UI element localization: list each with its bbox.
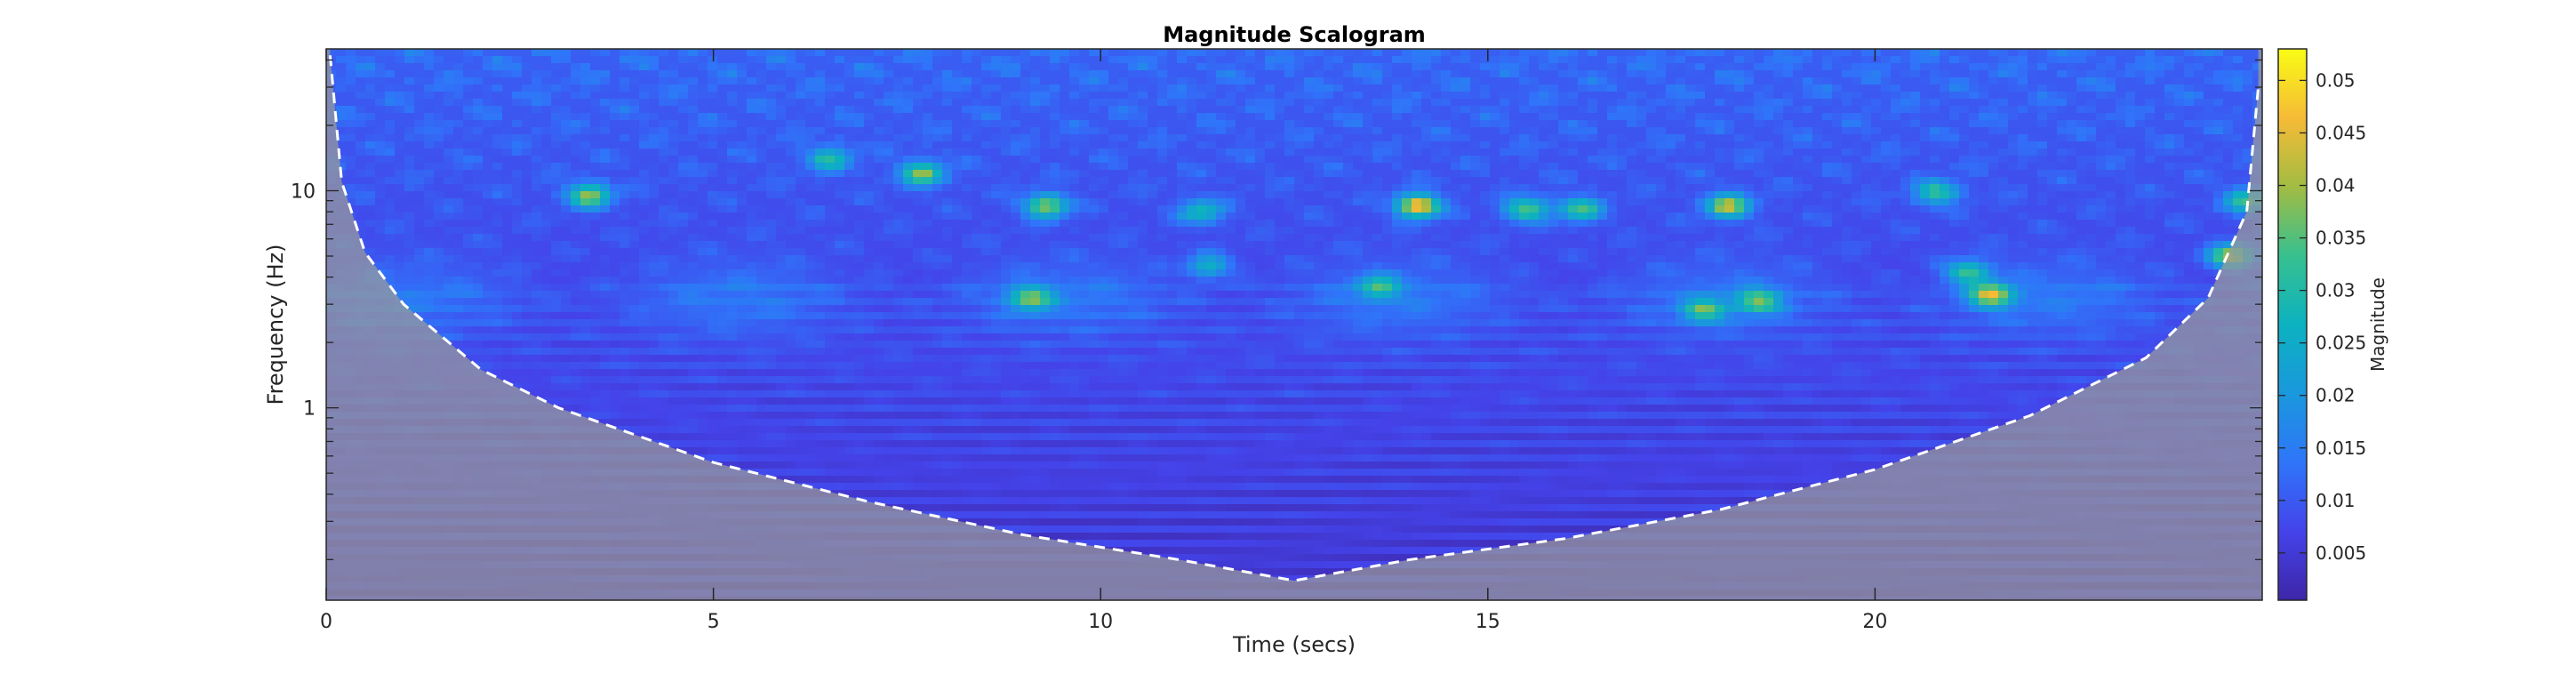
colorbar-tick-label: 0.025	[2316, 333, 2366, 354]
colorbar-tick-label: 0.035	[2316, 228, 2366, 249]
colorbar-tick-label: 0.01	[2316, 490, 2356, 511]
cone-of-influence-line	[328, 55, 2260, 582]
colorbar: 0.005 0.01 0.015 0.02 0.025 0.03 0.035 0.04 0.04…	[2277, 48, 2388, 601]
colorbar-tick-label: 0.045	[2316, 122, 2366, 143]
x-tick-label: 5	[708, 611, 720, 633]
x-tick-label: 10	[1088, 611, 1113, 633]
y-tick-label: 1	[303, 398, 316, 421]
colorbar-tick-label: 0.015	[2316, 437, 2366, 459]
x-axis-label: Time (secs)	[1232, 632, 1356, 657]
plot-frame	[325, 48, 2263, 601]
cone-of-influence-shade	[326, 49, 2262, 600]
y-axis: 1 10	[291, 59, 2262, 560]
colorbar-tick-label: 0.05	[2316, 69, 2356, 91]
x-tick-label: 20	[1862, 611, 1887, 633]
colorbar-gradient	[2277, 48, 2308, 601]
colorbar-label: Magnitude	[2367, 277, 2388, 372]
x-tick-label: 0	[320, 611, 332, 633]
colorbar-tick-label: 0.005	[2316, 542, 2366, 564]
colorbar-tick-label: 0.02	[2316, 385, 2356, 406]
colorbar-tick-label: 0.03	[2316, 280, 2356, 301]
y-tick-label: 10	[291, 181, 316, 203]
colorbar-tick-label: 0.04	[2316, 175, 2356, 197]
plot-area: 0 5 10 15 20 1 10	[291, 48, 2263, 633]
x-tick-label: 15	[1476, 611, 1500, 633]
y-axis-label: Frequency (Hz)	[263, 245, 288, 405]
x-axis: 0 5 10 15 20	[320, 49, 1887, 633]
chart-title: Magnitude Scalogram	[1163, 22, 1426, 47]
colorbar-ticks: 0.005 0.01 0.015 0.02 0.025 0.03 0.035 0.04 0.04…	[2278, 69, 2366, 564]
